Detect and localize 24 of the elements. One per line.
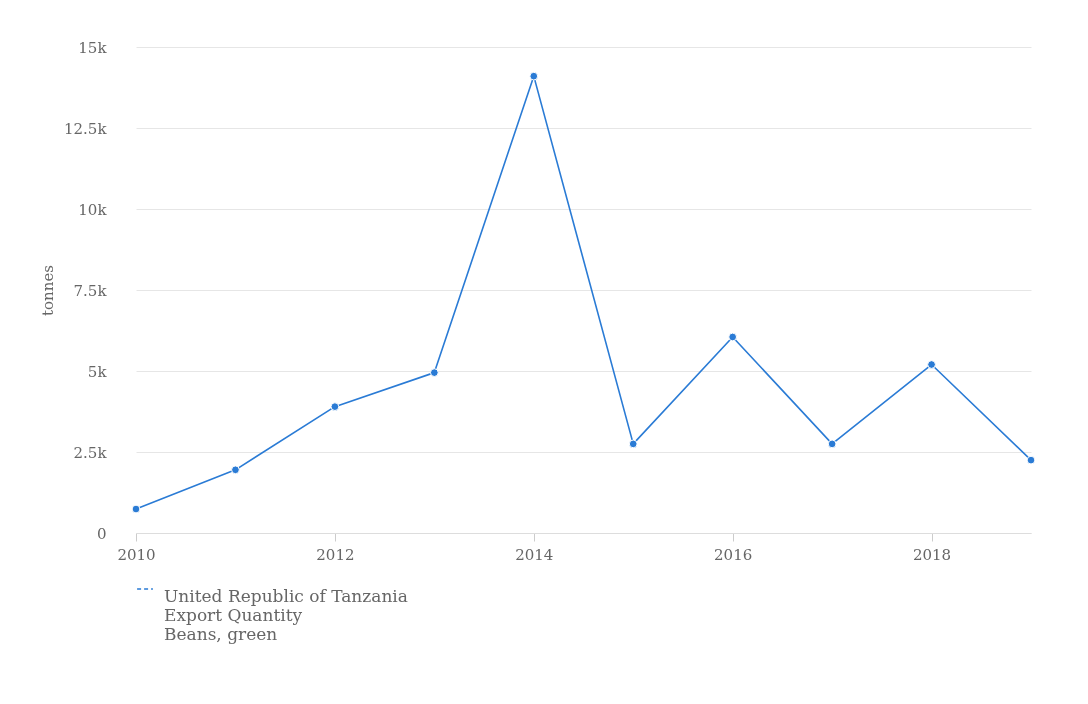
point — [529, 71, 539, 81]
y-tick-label: 2.5k — [73, 443, 108, 462]
y-tick-label: 5k — [87, 362, 108, 381]
x-tick-label: 2018 — [912, 545, 952, 564]
point — [927, 360, 936, 369]
y-tick-label: 10k — [78, 200, 108, 219]
legend-label: United Republic of Tanzania Export Quantity Beans, green — [164, 586, 408, 644]
point — [330, 402, 340, 412]
point — [429, 368, 439, 377]
y-tick-label: 0 — [96, 524, 107, 543]
y-tick-label: 7.5k — [73, 281, 108, 300]
y-axis-title: tonnes — [39, 265, 58, 316]
x-tick-label: 2012 — [316, 545, 355, 564]
point — [131, 504, 141, 514]
point — [728, 332, 738, 342]
x-tick-label: 2014 — [515, 545, 554, 564]
point — [827, 439, 837, 449]
x-tick-label: 2010 — [117, 545, 156, 564]
point — [628, 439, 638, 449]
x-tick-label: 2016 — [714, 545, 753, 564]
y-tick-label: 12.5k — [64, 119, 108, 138]
y-tick-label: 15k — [78, 38, 108, 57]
point — [231, 465, 240, 475]
point — [1026, 455, 1036, 465]
